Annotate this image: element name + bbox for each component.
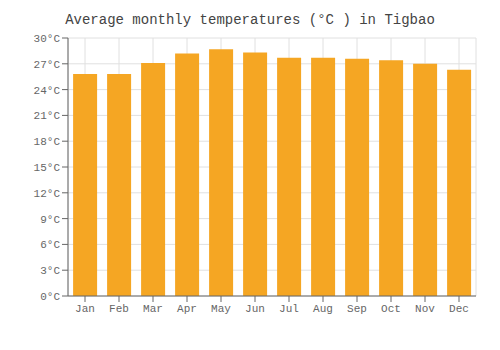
svg-text:Jan: Jan xyxy=(75,303,95,315)
svg-text:15°C: 15°C xyxy=(34,162,61,174)
svg-text:18°C: 18°C xyxy=(34,136,61,148)
svg-text:Aug: Aug xyxy=(313,303,333,315)
svg-text:Feb: Feb xyxy=(109,303,129,315)
html-text:Average monthly temperatures (: Average monthly temperatures (°C ) in Ti… xyxy=(65,12,435,28)
svg-text:24°C: 24°C xyxy=(34,85,61,97)
svg-text:May: May xyxy=(211,303,231,315)
svg-text:Jun: Jun xyxy=(245,303,265,315)
svg-text:3°C: 3°C xyxy=(40,265,60,277)
svg-text:6°C: 6°C xyxy=(40,239,60,251)
svg-text:Jul: Jul xyxy=(279,303,299,315)
svg-text:27°C: 27°C xyxy=(34,59,61,71)
svg-text:Mar: Mar xyxy=(143,303,163,315)
svg-text:Nov: Nov xyxy=(415,303,435,315)
svg-text:9°C: 9°C xyxy=(40,214,60,226)
svg-text:Oct: Oct xyxy=(381,303,401,315)
svg-text:Apr: Apr xyxy=(177,303,197,315)
svg-text:12°C: 12°C xyxy=(34,188,61,200)
svg-text:21°C: 21°C xyxy=(34,110,61,122)
svg-text:30°C: 30°C xyxy=(34,33,61,45)
svg-text:0°C: 0°C xyxy=(40,291,60,303)
svg-text:Dec: Dec xyxy=(449,303,469,315)
svg-text:Sep: Sep xyxy=(347,303,367,315)
